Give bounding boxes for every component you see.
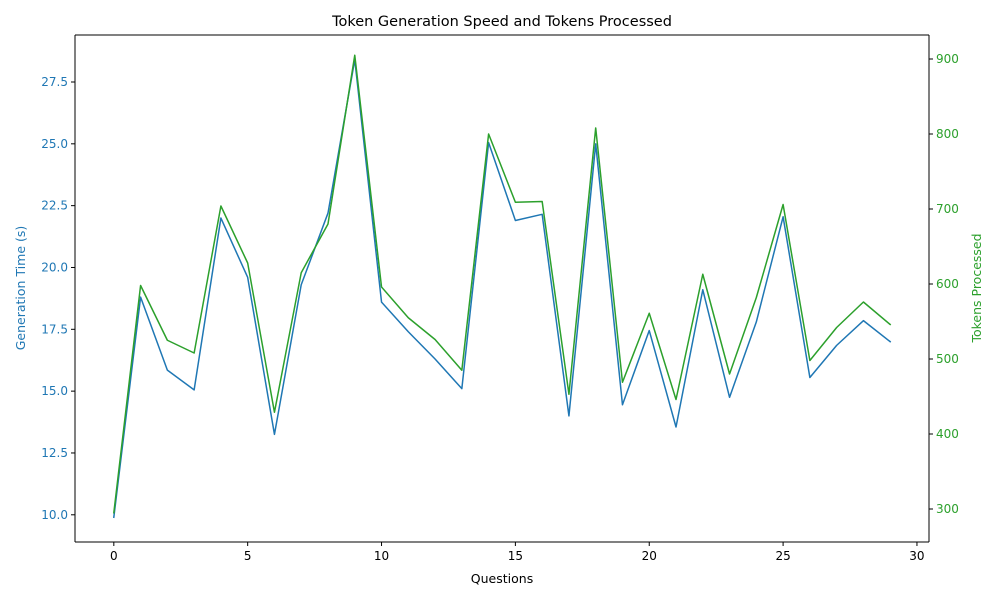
y-left-tick-label: 15.0 xyxy=(41,384,68,398)
y-left-tick-label: 25.0 xyxy=(41,137,68,151)
x-tick-label: 30 xyxy=(909,549,924,563)
y-right-tick-label: 700 xyxy=(936,202,959,216)
series-layer xyxy=(112,54,892,519)
generation-time-line xyxy=(112,58,892,519)
x-tick-label: 15 xyxy=(508,549,523,563)
x-tick-label: 10 xyxy=(374,549,389,563)
chart-title: Token Generation Speed and Tokens Proces… xyxy=(331,14,672,30)
x-tick-label: 5 xyxy=(244,549,252,563)
y-left-tick-label: 10.0 xyxy=(41,508,68,522)
y-right-tick-label: 400 xyxy=(936,427,959,441)
y-right-tick-label: 800 xyxy=(936,127,959,141)
tokens-processed-line xyxy=(112,54,892,514)
y-right-tick-label: 900 xyxy=(936,52,959,66)
x-tick-label: 20 xyxy=(642,549,657,563)
y-left-tick-label: 22.5 xyxy=(41,199,68,213)
y-left-tick-label: 12.5 xyxy=(41,446,68,460)
y-left-tick-label: 27.5 xyxy=(41,75,68,89)
y-axis-left-label: Generation Time (s) xyxy=(13,226,28,351)
y-left-tick-label: 17.5 xyxy=(41,322,68,336)
x-tick-label: 0 xyxy=(110,549,118,563)
y-left-tick-label: 20.0 xyxy=(41,260,68,274)
x-tick-label: 25 xyxy=(775,549,790,563)
y-right-tick-label: 500 xyxy=(936,352,959,366)
x-axis-label: Questions xyxy=(471,571,533,586)
y-right-tick-label: 300 xyxy=(936,502,959,516)
axes-layer: 0 5 10 15 20 25 30 10.0 12.5 15.0 17.5 20.0 22.5 25.0… xyxy=(41,34,959,563)
y-right-tick-label: 600 xyxy=(936,277,959,291)
y-axis-right-label: Tokens Processed xyxy=(969,233,984,343)
